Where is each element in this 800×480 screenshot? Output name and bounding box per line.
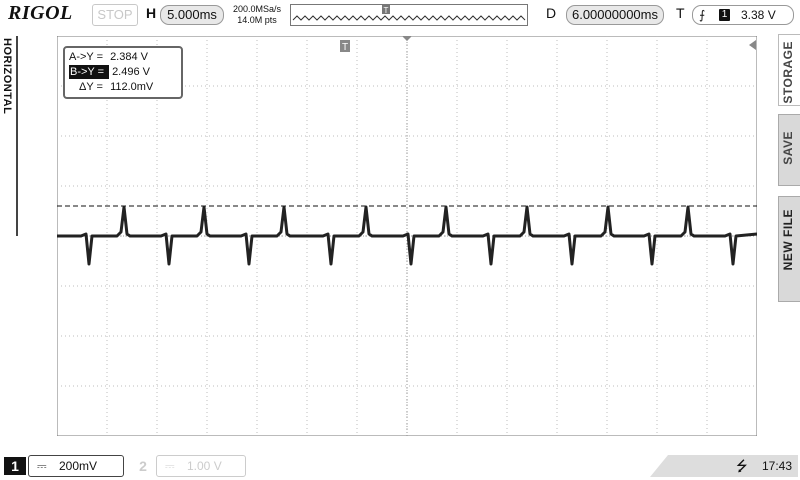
channel-2-tab[interactable]: 2 ⎓ 1.00 V bbox=[128, 455, 248, 477]
channel-1-settings[interactable]: ⎓ 200mV bbox=[28, 455, 124, 477]
top-status-bar: RIGOL STOP H 5.000ms 200.0MSa/s 14.0M pt… bbox=[0, 0, 800, 30]
run-stop-indicator[interactable]: STOP bbox=[92, 4, 138, 26]
new-file-label: NEW FILE bbox=[781, 209, 795, 270]
save-label: SAVE bbox=[781, 131, 795, 165]
cursor-b-row: B->Y = 2.496 V bbox=[69, 65, 150, 79]
delay-value[interactable]: 6.00000000ms bbox=[566, 5, 664, 25]
timebase-value[interactable]: 5.000ms bbox=[160, 5, 224, 25]
trigger-time-marker-icon: T bbox=[340, 40, 350, 53]
channel-2-number: 2 bbox=[132, 457, 154, 475]
brand-logo: RIGOL bbox=[8, 2, 73, 25]
svg-text:T: T bbox=[342, 42, 348, 53]
menu-title-label: STORAGE bbox=[781, 41, 795, 104]
trigger-label: T bbox=[676, 5, 685, 21]
channel-status-bar: 1 ⎓ 200mV 2 ⎓ 1.00 V ⭍ 17:43 bbox=[0, 452, 800, 480]
cursor-delta-label: ΔY = bbox=[79, 80, 107, 94]
memory-waveform-preview: T bbox=[291, 5, 527, 25]
channel-2-scale: 1.00 V bbox=[187, 456, 222, 476]
dc-coupling-icon: ⎓ bbox=[165, 456, 175, 476]
channel-1-tab[interactable]: 1 ⎓ 200mV bbox=[0, 455, 125, 477]
cursor-delta-row: ΔY = 112.0mV bbox=[79, 80, 153, 94]
channel-1-number: 1 bbox=[4, 457, 26, 475]
clock-time: 17:43 bbox=[762, 455, 792, 477]
delay-label: D bbox=[546, 5, 556, 21]
trigger-settings[interactable]: ⨍ 1 3.38 V bbox=[692, 5, 794, 25]
trigger-position-marker-icon: T bbox=[382, 5, 390, 15]
usb-icon: ⭍ bbox=[736, 455, 748, 477]
channel-2-settings[interactable]: ⎓ 1.00 V bbox=[156, 455, 246, 477]
cursor-a-value: 2.384 V bbox=[110, 51, 148, 63]
cursor-delta-value: 112.0mV bbox=[110, 81, 153, 93]
trigger-level: 3.38 V bbox=[741, 6, 776, 24]
cursor-b-label: B->Y = bbox=[69, 65, 109, 79]
timebase-label: H bbox=[146, 5, 156, 21]
storage-menu: STORAGE SAVE NEW FILE bbox=[778, 34, 800, 304]
system-status: ⭍ 17:43 bbox=[650, 455, 798, 477]
cursor-b-value: 2.496 V bbox=[112, 66, 150, 78]
sample-rate: 200.0MSa/s bbox=[228, 4, 286, 15]
memory-depth: 14.0M pts bbox=[228, 15, 286, 26]
horizontal-tab-label: HORIZONTAL bbox=[1, 38, 13, 114]
rising-edge-icon: ⨍ bbox=[699, 6, 705, 24]
svg-text:T: T bbox=[384, 6, 389, 15]
cursor-a-row: A->Y = 2.384 V bbox=[69, 50, 148, 64]
memory-overview-bar[interactable]: T bbox=[290, 4, 528, 26]
acquisition-info: 200.0MSa/s 14.0M pts bbox=[228, 4, 286, 26]
channel-1-scale: 200mV bbox=[59, 456, 97, 476]
trigger-source-badge: 1 bbox=[719, 9, 730, 21]
menu-button-new-file[interactable]: NEW FILE bbox=[778, 196, 800, 302]
menu-button-save[interactable]: SAVE bbox=[778, 114, 800, 186]
tab-divider bbox=[16, 36, 18, 236]
horizontal-menu-tab[interactable]: HORIZONTAL bbox=[0, 36, 18, 116]
cursor-readout-panel[interactable]: A->Y = 2.384 V B->Y = 2.496 V ΔY = 112.0… bbox=[63, 46, 183, 99]
menu-title-storage: STORAGE bbox=[778, 34, 800, 106]
cursor-a-label: A->Y = bbox=[69, 50, 107, 64]
dc-coupling-icon: ⎓ bbox=[37, 456, 47, 476]
